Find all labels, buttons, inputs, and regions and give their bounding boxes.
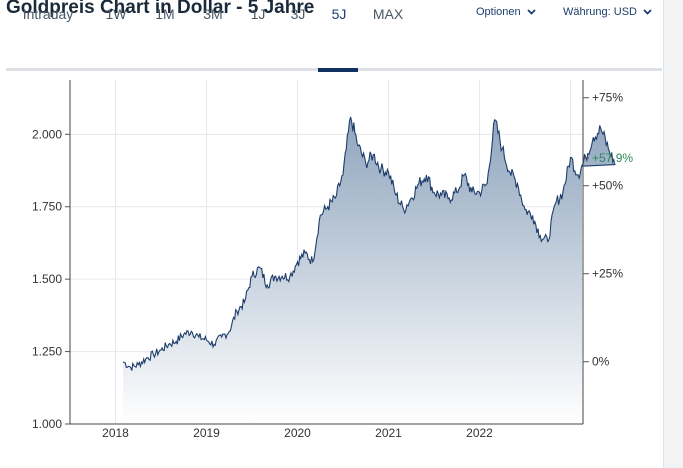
tab-1j[interactable]: 1J (250, 6, 266, 22)
right-axis-tick-label: 0% (592, 355, 610, 369)
x-tick-label: 2020 (284, 426, 311, 440)
options-label: Optionen (476, 6, 521, 18)
y-tick-label: 2.000 (32, 127, 62, 141)
tab-1m[interactable]: 1M (155, 6, 175, 22)
currency-dropdown[interactable]: Währung: USD (563, 6, 652, 18)
options-dropdown[interactable]: Optionen (476, 6, 536, 18)
page-edge (664, 0, 683, 468)
right-axis-tick-label: +75% (592, 91, 623, 105)
y-tick-label: 1.500 (32, 272, 62, 286)
current-change-label: +57,9% (592, 151, 633, 165)
tab-1w[interactable]: 1W (105, 6, 127, 22)
chevron-down-icon (527, 9, 536, 15)
right-axis-tick-label: +50% (592, 179, 623, 193)
active-tab-indicator (318, 68, 358, 72)
chevron-down-icon (643, 9, 652, 15)
tab-intraday[interactable]: Intraday (22, 6, 74, 22)
price-area (123, 116, 615, 425)
x-tick-label: 2018 (102, 426, 129, 440)
currency-label: Währung: USD (563, 6, 637, 18)
x-tick-label: 2022 (466, 426, 493, 440)
y-tick-label: 1.250 (32, 345, 62, 359)
y-tick-label: 1.000 (32, 417, 62, 431)
x-tick-label: 2019 (193, 426, 220, 440)
tab-3j[interactable]: 3J (290, 6, 306, 22)
page-title: Goldpreis Chart in Dollar - 5 Jahre (6, 0, 315, 18)
tab-3m[interactable]: 3M (203, 6, 223, 22)
right-axis-tick-label: +25% (592, 267, 623, 281)
tab-max[interactable]: MAX (372, 6, 404, 22)
price-line (122, 116, 616, 371)
x-tick-label: 2021 (375, 426, 402, 440)
tab-5j[interactable]: 5J (331, 6, 347, 22)
page-edge-divider (663, 0, 664, 468)
y-tick-label: 1.750 (32, 200, 62, 214)
